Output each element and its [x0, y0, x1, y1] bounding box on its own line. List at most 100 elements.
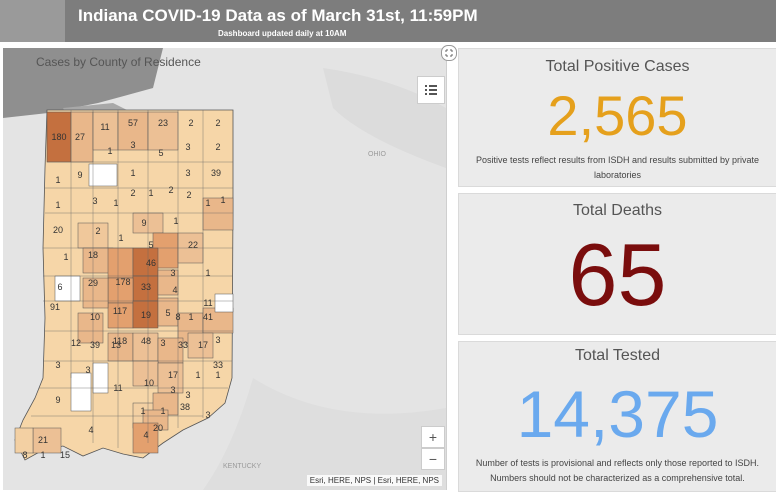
map-title: Cases by County of Residence [36, 55, 201, 69]
county-case-label: 1 [140, 406, 145, 416]
county-case-label: 11 [113, 383, 122, 393]
county-case-label: 2 [186, 190, 191, 200]
list-icon [425, 85, 437, 95]
zoom-in-button[interactable]: + [421, 426, 445, 448]
county-case-label: 17 [198, 340, 208, 350]
county-case-label: 1 [160, 406, 165, 416]
county-case-label: 1 [220, 195, 225, 205]
county-case-label: 4 [88, 425, 93, 435]
county-case-label: 3 [185, 168, 190, 178]
county-case-label: 3 [205, 410, 210, 420]
county-case-label: 2 [168, 185, 173, 195]
county-case-label: 1 [63, 252, 68, 262]
county-case-label: 20 [153, 423, 163, 433]
county-case-label: 11 [100, 122, 109, 132]
county-case-label: 20 [53, 225, 63, 235]
county-case-label: 1 [107, 146, 112, 156]
county-case-label: 1 [195, 370, 200, 380]
map-label-ohio: OHIO [368, 151, 386, 158]
county-case-label: 41 [203, 312, 213, 322]
county-case-label: 1 [188, 312, 193, 322]
county-case-label: 1 [215, 370, 220, 380]
county-case-label: 5 [158, 148, 163, 158]
county-case-label: 39 [90, 340, 100, 350]
county-case-label: 21 [38, 435, 48, 445]
county-case-label: 8 [175, 312, 180, 322]
county-case-label: 1 [205, 198, 210, 208]
county-case-label: 9 [141, 218, 146, 228]
county-map-panel[interactable]: OHIO KENTUCKY 180 27 11 57 23 2 2 1 3 5 3 2 1 9 1 3 39 1 3… [3, 48, 447, 490]
positive-cases-label: Total Positive Cases [545, 58, 690, 75]
county-case-label: 46 [146, 258, 156, 268]
county-case-label: 33 [213, 360, 223, 370]
county-case-label: 1 [118, 233, 123, 243]
zoom-out-button[interactable]: − [421, 448, 445, 470]
county-case-label: 3 [85, 365, 90, 375]
total-tested-panel: Total Tested 14,375 Number of tests is p… [458, 341, 776, 492]
positive-cases-value: 2,565 [547, 84, 688, 147]
total-tested-value: 14,375 [516, 377, 719, 451]
county-case-label: 5 [165, 308, 170, 318]
county-case-label: 9 [77, 170, 82, 180]
county-case-label: 178 [115, 277, 130, 287]
deaths-panel: Total Deaths 65 [458, 193, 776, 335]
county-case-label: 2 [130, 188, 135, 198]
county-case-label: 5 [148, 240, 153, 250]
county-case-label: 15 [60, 450, 70, 460]
county-case-label: 1 [40, 450, 45, 460]
expand-icon[interactable] [441, 45, 457, 61]
county-case-label: 10 [144, 378, 154, 388]
county-case-label: 22 [188, 240, 198, 250]
total-tested-note: Number of tests is provisional and refle… [475, 458, 760, 483]
county-case-label: 4 [172, 285, 177, 295]
county-case-label: 2 [215, 142, 220, 152]
county-case-label: 3 [215, 335, 220, 345]
county-case-label: 180 [51, 132, 66, 142]
header-bar: Indiana COVID-19 Data as of March 31st, … [0, 0, 776, 42]
county-case-label: 8 [22, 450, 27, 460]
county-case-label: 12 [71, 338, 81, 348]
county-case-label: 39 [211, 168, 221, 178]
page-title: Indiana COVID-19 Data as of March 31st, … [78, 6, 478, 25]
county-case-label: 23 [158, 118, 168, 128]
county-case-label: 38 [180, 402, 190, 412]
county-case-label: 4 [143, 430, 148, 440]
county-case-label: 2 [215, 118, 220, 128]
county-case-label: 1 [205, 268, 210, 278]
county-case-label: 117 [113, 306, 127, 316]
county-case-label: 3 [185, 142, 190, 152]
county-case-label: 11 [203, 298, 212, 308]
county-case-label: 17 [168, 370, 178, 380]
county-case-label: 1 [173, 216, 178, 226]
total-tested-label: Total Tested [574, 347, 661, 364]
header-accent [0, 0, 65, 42]
county-case-label: 1 [113, 198, 118, 208]
county-case-label: 2 [188, 118, 193, 128]
deaths-label: Total Deaths [573, 202, 662, 219]
county-case-label: 29 [88, 278, 98, 288]
county-case-label: 2 [95, 226, 100, 236]
county-case-label: 1 [130, 168, 135, 178]
county-case-label: 1 [148, 188, 153, 198]
positive-cases-panel: Total Positive Cases 2,565 Positive test… [458, 48, 776, 187]
county-case-label: 19 [141, 310, 151, 320]
county-case-label: 1 [55, 200, 60, 210]
county-case-label: 10 [90, 312, 100, 322]
county-case-label: 3 [160, 338, 165, 348]
county-case-label: 1 [55, 175, 60, 185]
deaths-value: 65 [568, 225, 667, 324]
county-case-label: 3 [185, 390, 190, 400]
county-case-label: 33 [141, 282, 151, 292]
county-case-label: 6 [57, 282, 62, 292]
county-case-label: 27 [75, 132, 85, 142]
county-case-label: 3 [55, 360, 60, 370]
legend-button[interactable] [417, 76, 445, 104]
county-case-label: 118 [113, 336, 127, 346]
county-case-label: 9 [55, 395, 60, 405]
map-attribution: Esri, HERE, NPS | Esri, HERE, NPS [306, 475, 442, 486]
county-case-label: 13 [111, 340, 121, 350]
county-case-label: 3 [130, 140, 135, 150]
county-case-label: 33 [178, 340, 188, 350]
county-case-label: 18 [88, 250, 98, 260]
